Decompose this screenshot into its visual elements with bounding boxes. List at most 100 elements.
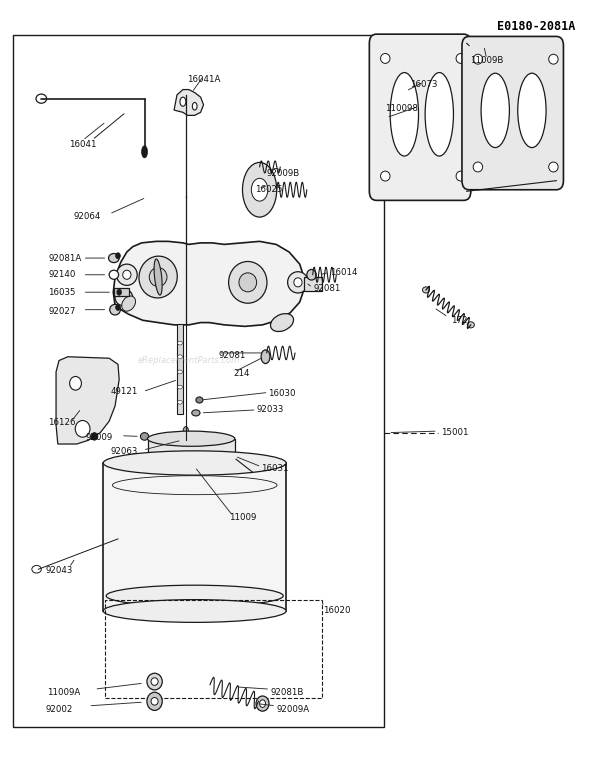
Ellipse shape: [288, 272, 308, 293]
Ellipse shape: [256, 696, 269, 711]
Bar: [103, 463, 286, 611]
Ellipse shape: [260, 700, 266, 707]
Text: eReplacementParts.com: eReplacementParts.com: [137, 356, 240, 365]
Ellipse shape: [518, 73, 546, 147]
Text: 92081A: 92081A: [48, 254, 81, 263]
Ellipse shape: [183, 427, 189, 439]
Bar: [177, 324, 183, 414]
Text: 92081: 92081: [218, 351, 245, 360]
Ellipse shape: [139, 256, 177, 298]
Bar: [13, 35, 384, 727]
Text: 16020: 16020: [323, 606, 351, 616]
Text: 16030: 16030: [268, 389, 296, 398]
Ellipse shape: [148, 431, 235, 446]
Ellipse shape: [151, 678, 158, 685]
Ellipse shape: [91, 433, 98, 440]
Ellipse shape: [116, 253, 120, 259]
Text: 92063: 92063: [110, 447, 137, 456]
Ellipse shape: [549, 162, 558, 172]
Ellipse shape: [148, 461, 235, 477]
Text: 92009A: 92009A: [276, 705, 309, 714]
FancyBboxPatch shape: [369, 34, 471, 200]
Text: E0180-2081A: E0180-2081A: [497, 20, 575, 33]
Polygon shape: [56, 357, 119, 444]
Ellipse shape: [239, 272, 257, 292]
Text: 11009A: 11009A: [47, 688, 80, 697]
Ellipse shape: [140, 433, 149, 440]
Text: 16025: 16025: [255, 185, 282, 194]
Text: 92043: 92043: [45, 566, 73, 575]
Ellipse shape: [122, 296, 136, 311]
Ellipse shape: [248, 466, 260, 483]
Ellipse shape: [151, 698, 158, 705]
Ellipse shape: [473, 55, 483, 64]
Text: 11009: 11009: [229, 513, 256, 522]
FancyBboxPatch shape: [462, 36, 563, 190]
Ellipse shape: [178, 342, 182, 345]
Text: 16014: 16014: [330, 268, 358, 277]
Ellipse shape: [178, 354, 182, 358]
Ellipse shape: [456, 53, 466, 63]
Ellipse shape: [154, 259, 162, 295]
Ellipse shape: [180, 97, 186, 106]
Text: 92009B: 92009B: [267, 168, 300, 178]
Ellipse shape: [70, 376, 81, 390]
Text: 92002: 92002: [45, 705, 73, 714]
Ellipse shape: [147, 692, 162, 710]
Bar: [114, 288, 129, 296]
Ellipse shape: [32, 565, 41, 573]
Ellipse shape: [473, 162, 483, 172]
Text: 92027: 92027: [48, 307, 76, 316]
Ellipse shape: [115, 289, 133, 306]
Ellipse shape: [425, 73, 454, 156]
Ellipse shape: [109, 254, 119, 263]
Ellipse shape: [147, 673, 162, 690]
Ellipse shape: [270, 313, 294, 332]
Text: 15001: 15001: [441, 428, 469, 437]
Ellipse shape: [228, 261, 267, 303]
Text: 16073: 16073: [410, 80, 437, 89]
Ellipse shape: [110, 304, 120, 315]
Ellipse shape: [381, 53, 390, 63]
Bar: [304, 277, 322, 291]
Ellipse shape: [178, 386, 182, 389]
Ellipse shape: [178, 370, 182, 373]
Text: 16031: 16031: [261, 464, 289, 473]
Ellipse shape: [251, 178, 268, 201]
Ellipse shape: [76, 420, 90, 437]
Text: 92009: 92009: [86, 433, 113, 442]
Text: 92140: 92140: [48, 270, 76, 279]
Text: 92081B: 92081B: [270, 688, 304, 697]
Ellipse shape: [261, 350, 270, 364]
Ellipse shape: [456, 171, 466, 181]
Ellipse shape: [381, 171, 390, 181]
Text: 92064: 92064: [74, 212, 101, 221]
Ellipse shape: [549, 55, 558, 64]
Ellipse shape: [294, 278, 302, 287]
Ellipse shape: [116, 304, 120, 310]
Ellipse shape: [117, 289, 122, 295]
Ellipse shape: [242, 162, 277, 217]
Ellipse shape: [123, 270, 131, 279]
Text: 49121: 49121: [110, 387, 137, 396]
Ellipse shape: [422, 287, 430, 293]
Text: 172: 172: [451, 316, 467, 325]
Ellipse shape: [36, 94, 47, 103]
Ellipse shape: [103, 600, 286, 622]
Text: 92033: 92033: [257, 405, 284, 414]
Ellipse shape: [103, 451, 286, 475]
Text: 214: 214: [233, 369, 250, 378]
Bar: [148, 439, 235, 469]
Ellipse shape: [106, 585, 283, 606]
Text: 16126: 16126: [48, 417, 76, 427]
Polygon shape: [113, 241, 304, 326]
Ellipse shape: [196, 397, 203, 403]
Text: 110098: 110098: [385, 104, 418, 113]
Ellipse shape: [142, 146, 148, 158]
Text: 16041A: 16041A: [187, 75, 220, 84]
Text: 11009B: 11009B: [470, 56, 503, 65]
Text: 16035: 16035: [48, 288, 76, 298]
Ellipse shape: [481, 73, 509, 147]
Text: 92081: 92081: [314, 284, 341, 293]
Ellipse shape: [390, 73, 418, 156]
